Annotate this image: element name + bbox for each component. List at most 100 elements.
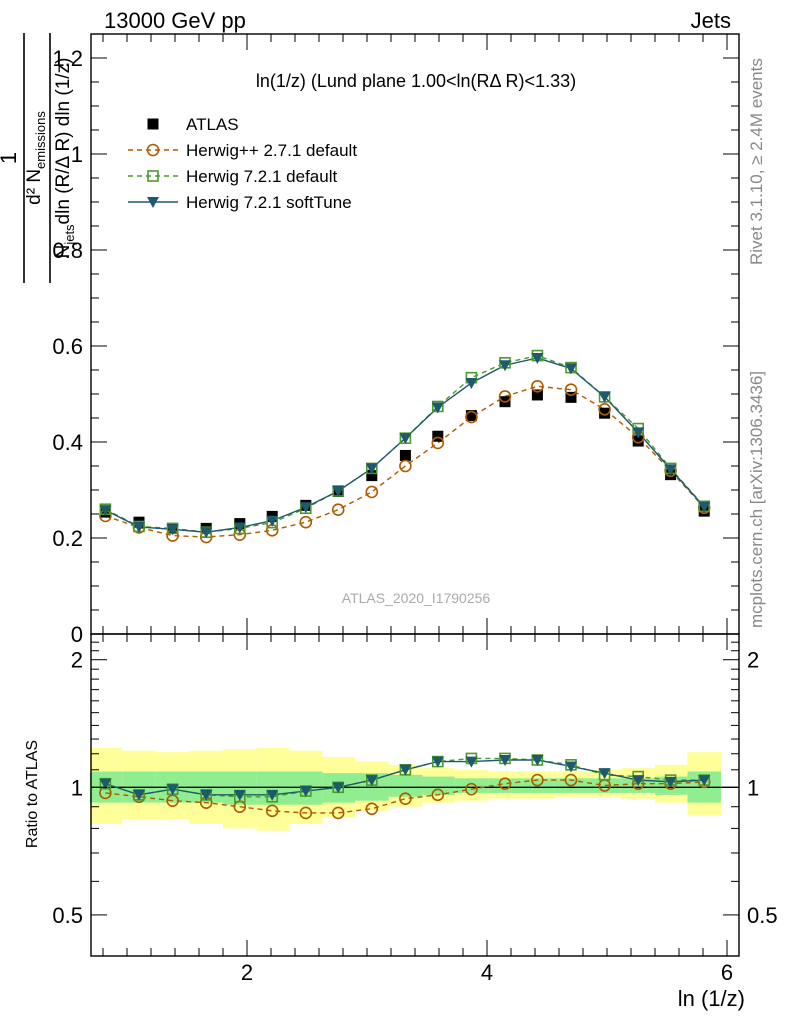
main-line-herwig-2-7-1-default xyxy=(105,385,705,538)
main-y-tick-label: 0.4 xyxy=(52,430,83,455)
legend: ATLAS Herwig++ 2.7.1 default Herwig 7.2.1 … xyxy=(128,115,357,212)
ratio-point-herwig-7-2-1-softtune xyxy=(133,789,145,801)
ratio-line-herwig-2-7-1-default xyxy=(105,779,705,814)
main-line-herwig-7-2-1-softtune xyxy=(105,357,705,533)
main-y-axis-label: 1 d² Nemissions Njetsdln (R/Δ R) dln (1/… xyxy=(0,33,77,283)
band-inner-bin xyxy=(488,778,522,793)
main-point-atlas xyxy=(531,389,543,401)
main-point-herwig-7-2-1-softtune xyxy=(431,402,444,414)
main-point-herwig-7-2-1-softtune xyxy=(133,521,145,533)
main-point-herwig-7-2-1-softtune xyxy=(499,360,511,372)
band-inner-bin xyxy=(388,774,423,797)
main-point-herwig-2-7-1-default xyxy=(431,436,445,450)
band-inner-bin xyxy=(422,776,455,795)
ratio-point-herwig-7-2-1-softtune xyxy=(664,776,677,788)
main-y-tick-label: 0.2 xyxy=(52,526,83,551)
ratio-point-herwig-2-7-1-default xyxy=(531,773,544,787)
ratio-point-herwig-7-2-1-softtune xyxy=(431,756,444,768)
ratio-point-herwig-7-2-1-softtune xyxy=(598,768,611,780)
main-point-herwig-7-2-1-softtune xyxy=(399,433,412,445)
ratio-point-herwig-2-7-1-default xyxy=(331,806,345,820)
ratio-point-herwig-2-7-1-default xyxy=(399,792,412,806)
main-y-tick-label: 0.8 xyxy=(52,238,83,263)
ratio-point-herwig-7-2-1-softtune xyxy=(233,789,246,801)
legend-label: Herwig 7.2.1 softTune xyxy=(186,193,352,212)
main-point-herwig-7-2-1-softtune xyxy=(365,463,378,475)
main-point-herwig-2-7-1-default xyxy=(365,485,379,499)
ratio-point-herwig-2-7-1-default xyxy=(166,794,179,807)
ratio-point-herwig-7-2-1-softtune xyxy=(565,761,577,773)
ratio-point-herwig-2-7-1-default xyxy=(564,773,578,787)
svg-text:1: 1 xyxy=(0,152,21,164)
main-point-herwig-7-2-1-softtune xyxy=(299,502,312,514)
legend-marker xyxy=(146,143,160,157)
main-point-herwig-7-2-1-softtune xyxy=(632,427,645,439)
main-point-herwig-2-7-1-default xyxy=(299,515,313,529)
ratio-point-herwig-7-2-1-softtune xyxy=(200,789,213,801)
ratio-point-herwig-7-2-1-softtune xyxy=(266,789,279,801)
watermark: ATLAS_2020_I1790256 xyxy=(342,590,491,606)
main-point-atlas xyxy=(399,449,411,461)
legend-marker xyxy=(147,197,159,208)
ratio-y-tick-label: 2 xyxy=(71,648,83,673)
legend-marker xyxy=(147,118,159,130)
svg-text:d² Nemissions: d² Nemissions xyxy=(24,111,48,205)
legend-label: Herwig++ 2.7.1 default xyxy=(186,141,357,160)
ratio-y-tick-label-right: 1 xyxy=(747,775,759,800)
ratio-point-herwig-7-2-1-softtune xyxy=(531,755,544,767)
main-point-herwig-7-2-1-softtune xyxy=(465,377,478,389)
main-point-herwig-7-2-1-softtune xyxy=(266,515,279,527)
svg-text:Njetsdln (R/Δ R) dln (1/z): Njetsdln (R/Δ R) dln (1/z) xyxy=(53,58,77,259)
ratio-point-herwig-2-7-1-default xyxy=(465,782,478,796)
main-point-herwig-7-2-1-softtune xyxy=(531,353,544,364)
ratio-y-tick-label-right: 2 xyxy=(747,648,759,673)
mcplots-label: mcplots.cern.ch [arXiv:1306.3436] xyxy=(747,371,766,628)
main-y-tick-label: 0 xyxy=(71,622,83,647)
main-point-herwig-7-2-1-softtune xyxy=(166,524,179,536)
main-point-herwig-7-2-1-softtune xyxy=(233,522,246,534)
legend-label: Herwig 7.2.1 default xyxy=(186,167,337,186)
ratio-y-tick-label-right: 0.5 xyxy=(747,903,778,928)
main-point-herwig-7-2-1-softtune xyxy=(200,527,213,539)
ratio-point-herwig-7-2-1-softtune xyxy=(632,775,645,787)
main-point-herwig-2-7-1-default xyxy=(399,459,412,473)
band-inner-bin xyxy=(587,778,622,793)
main-y-tick-label: 1.2 xyxy=(52,46,83,71)
ratio-point-herwig-7-2-1-softtune xyxy=(99,778,112,790)
x-axis-label: ln (1/z) xyxy=(678,986,745,1011)
legend-label: ATLAS xyxy=(186,115,239,134)
main-point-herwig-7-2-1-softtune xyxy=(698,501,711,513)
main-point-herwig-7-2-1-softtune xyxy=(99,505,112,517)
main-point-herwig-7-2-1-softtune xyxy=(664,464,677,476)
ratio-point-herwig-7-2-1-softtune xyxy=(465,756,478,768)
x-tick-label: 6 xyxy=(721,960,733,985)
header-left: 13000 GeV pp xyxy=(104,8,246,33)
x-tick-label: 4 xyxy=(481,960,493,985)
ratio-point-herwig-2-7-1-default xyxy=(265,804,279,818)
ratio-point-herwig-7-2-1-softtune xyxy=(332,782,345,794)
ratio-y-tick-label: 1 xyxy=(71,775,83,800)
series-lines xyxy=(105,354,705,814)
main-point-herwig-7-2-1-softtune xyxy=(598,391,611,403)
ratio-bands xyxy=(89,747,739,831)
ratio-point-herwig-7-2-1-softtune xyxy=(166,784,179,796)
ratio-point-herwig-2-7-1-default xyxy=(431,788,445,802)
series-markers xyxy=(99,349,711,820)
axes: 0 0.2 0.4 0.6 0.8 1 1.2 2 4 6 0.5 0.5 1 1 2 2 xyxy=(52,33,778,985)
ratio-point-herwig-7-2-1-softtune xyxy=(365,775,378,787)
main-point-atlas xyxy=(599,407,611,419)
x-tick-label: 2 xyxy=(241,960,253,985)
main-point-herwig-2-7-1-default xyxy=(498,390,512,403)
ratio-point-herwig-2-7-1-default xyxy=(498,777,512,790)
plot-title: ln(1/z) (Lund plane 1.00<ln(RΔ R)<1.33) xyxy=(256,71,576,91)
ratio-y-tick-label: 0.5 xyxy=(52,903,83,928)
main-point-herwig-2-7-1-default xyxy=(331,503,345,516)
main-y-tick-label: 0.6 xyxy=(52,334,83,359)
ratio-point-herwig-2-7-1-default xyxy=(365,802,379,816)
main-point-herwig-2-7-1-default xyxy=(465,410,478,424)
main-point-atlas xyxy=(632,435,644,447)
header-right: Jets xyxy=(691,8,731,33)
main-point-herwig-2-7-1-default xyxy=(564,383,578,396)
main-y-tick-label: 1 xyxy=(71,142,83,167)
ratio-point-herwig-7-2-1-softtune xyxy=(499,755,511,767)
